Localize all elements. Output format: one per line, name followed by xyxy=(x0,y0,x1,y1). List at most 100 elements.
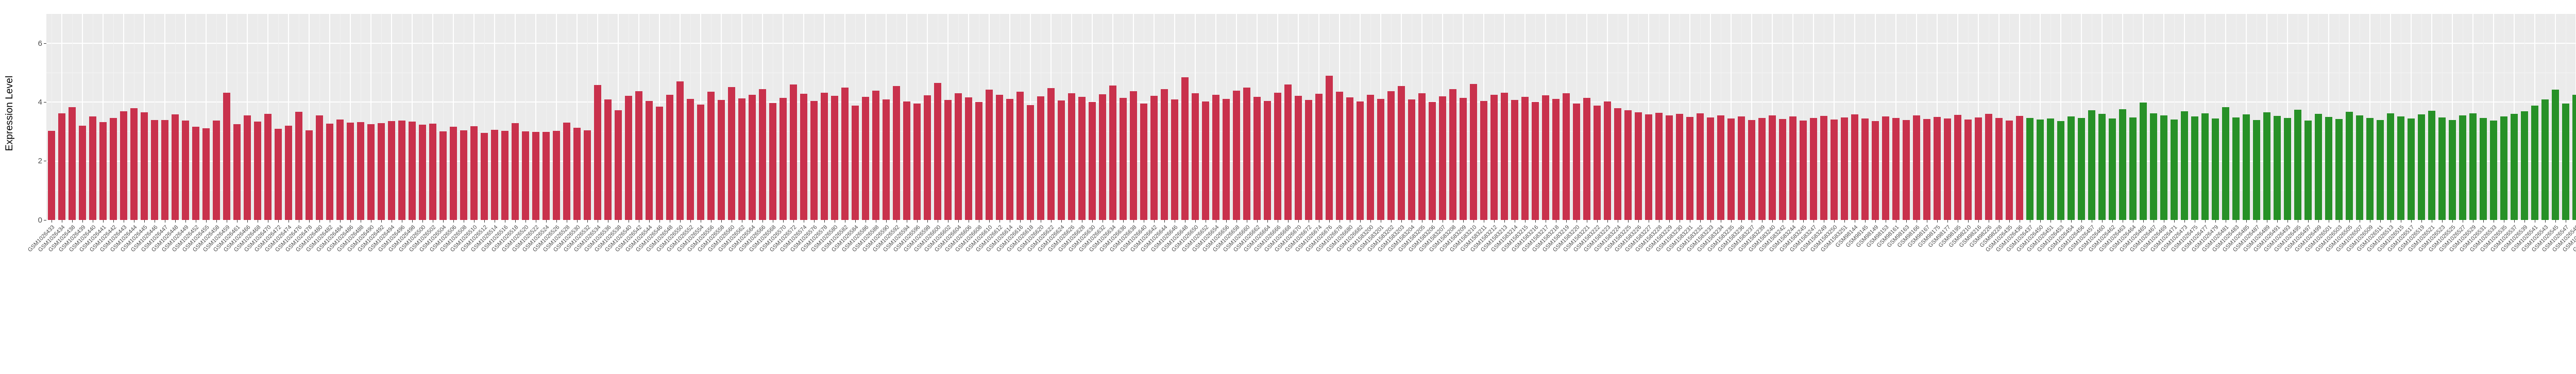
bar[interactable] xyxy=(2160,115,2168,220)
bar[interactable] xyxy=(192,127,200,220)
bar[interactable] xyxy=(490,129,499,220)
bar[interactable] xyxy=(387,121,396,220)
bar[interactable] xyxy=(645,101,653,220)
bar[interactable] xyxy=(2386,113,2395,220)
bar[interactable] xyxy=(1006,99,1014,220)
bar[interactable] xyxy=(1480,100,1488,220)
bar[interactable] xyxy=(2005,120,2013,220)
bar[interactable] xyxy=(1469,84,1478,220)
bar[interactable] xyxy=(1171,99,1179,220)
bar[interactable] xyxy=(1253,97,1261,220)
bar[interactable] xyxy=(150,120,159,220)
bar[interactable] xyxy=(1655,113,1663,220)
bar[interactable] xyxy=(1923,119,1931,220)
bar[interactable] xyxy=(594,85,602,220)
bar[interactable] xyxy=(1521,97,1529,220)
bar[interactable] xyxy=(1706,117,1715,220)
bar[interactable] xyxy=(1335,92,1344,220)
bar[interactable] xyxy=(1325,76,1333,220)
bar[interactable] xyxy=(882,99,890,220)
bar[interactable] xyxy=(573,128,581,220)
bar[interactable] xyxy=(820,92,828,220)
bar[interactable] xyxy=(624,96,633,220)
bar[interactable] xyxy=(1974,117,1982,220)
bar[interactable] xyxy=(130,108,138,220)
bar[interactable] xyxy=(398,121,406,220)
bar[interactable] xyxy=(1552,99,1560,220)
bar[interactable] xyxy=(2531,106,2539,220)
bar[interactable] xyxy=(903,101,911,220)
bar[interactable] xyxy=(1603,101,1612,220)
bar[interactable] xyxy=(305,130,313,220)
bar[interactable] xyxy=(1840,117,1849,220)
bar[interactable] xyxy=(676,81,684,220)
bar[interactable] xyxy=(2541,99,2549,220)
bar[interactable] xyxy=(1645,114,1653,220)
bar[interactable] xyxy=(120,111,128,220)
bar[interactable] xyxy=(408,122,416,220)
bar[interactable] xyxy=(1851,114,1859,220)
bar[interactable] xyxy=(2046,118,2055,220)
bar[interactable] xyxy=(892,86,901,220)
bar[interactable] xyxy=(964,97,973,220)
bar[interactable] xyxy=(1057,100,1065,220)
bar[interactable] xyxy=(1397,86,1405,220)
bar[interactable] xyxy=(1799,120,1807,220)
bar[interactable] xyxy=(697,105,705,220)
bar[interactable] xyxy=(944,99,952,220)
bar[interactable] xyxy=(655,107,664,220)
bar[interactable] xyxy=(274,128,282,220)
bar[interactable] xyxy=(1294,96,1302,220)
bar[interactable] xyxy=(1531,102,1539,220)
bar[interactable] xyxy=(1088,101,1096,220)
bar[interactable] xyxy=(418,125,427,220)
bar[interactable] xyxy=(985,90,993,220)
bar[interactable] xyxy=(954,93,962,220)
bar[interactable] xyxy=(2397,116,2405,220)
bar[interactable] xyxy=(1964,119,1972,220)
bar[interactable] xyxy=(1675,114,1684,220)
bar[interactable] xyxy=(800,94,808,220)
bar[interactable] xyxy=(2355,115,2364,220)
bar[interactable] xyxy=(511,123,519,220)
bar[interactable] xyxy=(140,112,148,220)
bar[interactable] xyxy=(1995,118,2003,220)
bar[interactable] xyxy=(2407,118,2415,220)
bar[interactable] xyxy=(1696,113,1704,220)
bar[interactable] xyxy=(1954,115,1962,220)
bar[interactable] xyxy=(1500,92,1509,220)
bar[interactable] xyxy=(1572,104,1581,220)
bar[interactable] xyxy=(181,121,190,220)
bar[interactable] xyxy=(1933,117,1941,220)
bar[interactable] xyxy=(1562,93,1570,220)
bar[interactable] xyxy=(2510,114,2518,220)
bar[interactable] xyxy=(161,120,169,220)
bar[interactable] xyxy=(501,130,509,220)
bar[interactable] xyxy=(779,97,787,220)
bar[interactable] xyxy=(449,127,457,220)
bar[interactable] xyxy=(1150,95,1158,220)
bar[interactable] xyxy=(995,94,1004,220)
bar[interactable] xyxy=(202,128,210,220)
bar[interactable] xyxy=(429,123,437,220)
bar[interactable] xyxy=(532,132,540,220)
bar[interactable] xyxy=(635,91,643,220)
bar[interactable] xyxy=(1593,106,1601,220)
bar[interactable] xyxy=(2366,117,2374,220)
bar[interactable] xyxy=(470,126,478,220)
bar[interactable] xyxy=(831,96,839,220)
bar[interactable] xyxy=(2026,117,2034,220)
bar[interactable] xyxy=(1511,99,1519,220)
bar[interactable] xyxy=(99,122,107,220)
bar[interactable] xyxy=(2211,118,2219,220)
bar[interactable] xyxy=(2438,117,2446,220)
bar[interactable] xyxy=(2191,116,2199,220)
bar[interactable] xyxy=(861,97,870,220)
bar[interactable] xyxy=(738,98,746,220)
bar[interactable] xyxy=(2057,121,2065,220)
bar[interactable] xyxy=(2304,120,2312,220)
bar[interactable] xyxy=(47,130,56,220)
bar[interactable] xyxy=(769,103,777,220)
bar[interactable] xyxy=(1129,91,1138,220)
bar[interactable] xyxy=(2077,118,2086,220)
